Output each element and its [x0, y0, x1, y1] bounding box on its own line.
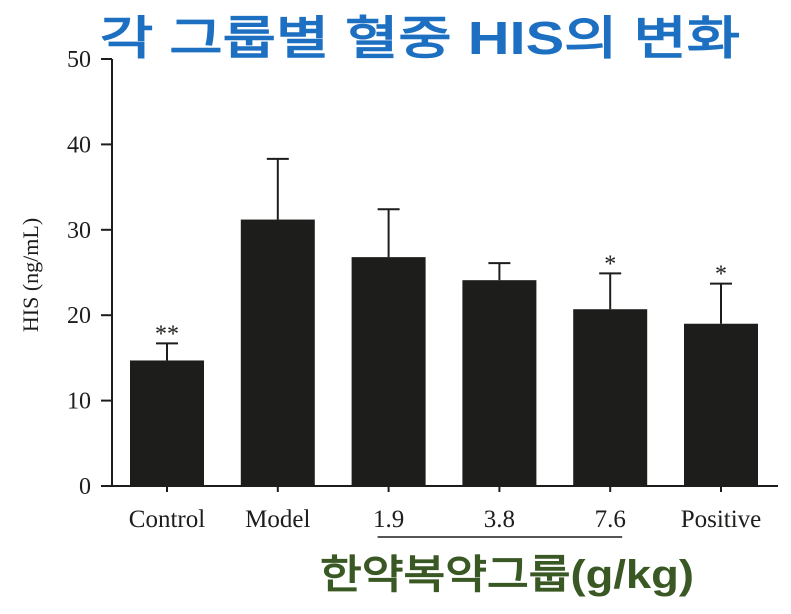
y-tick-label: 30: [67, 218, 91, 244]
significance-marker: **: [155, 321, 179, 347]
y-tick-label: 10: [67, 389, 91, 415]
x-tick-label: 1.9: [373, 506, 404, 533]
significance-marker: *: [715, 262, 727, 288]
bar: [240, 219, 315, 486]
y-axis-title: HIS (ng/mL): [18, 218, 43, 332]
x-tick-label: Control: [129, 506, 205, 533]
x-tick-label: 3.8: [484, 506, 515, 533]
y-tick-label: 0: [79, 474, 91, 500]
x-tick-label: Positive: [681, 506, 762, 533]
bar: [130, 360, 204, 486]
y-tick-label: 20: [67, 303, 91, 329]
y-tick-label: 50: [67, 47, 91, 73]
bar: [351, 257, 426, 486]
bar: [684, 323, 758, 486]
plot-area: 0 10 20 30 40 50 Control ** Model 1.9 3.8 7.6 * Posit…: [67, 47, 778, 538]
x-tick-label: 7.6: [595, 506, 626, 533]
x-tick-label: Model: [245, 506, 310, 533]
chart-title: 각 그룹별 혈중 HIS의 변화: [100, 12, 740, 64]
bar: [462, 280, 537, 486]
significance-marker: *: [604, 251, 616, 277]
dose-group-label: 한약복약그룹(g/kg): [320, 553, 694, 597]
y-tick-label: 40: [67, 132, 91, 158]
bar: [573, 309, 648, 486]
